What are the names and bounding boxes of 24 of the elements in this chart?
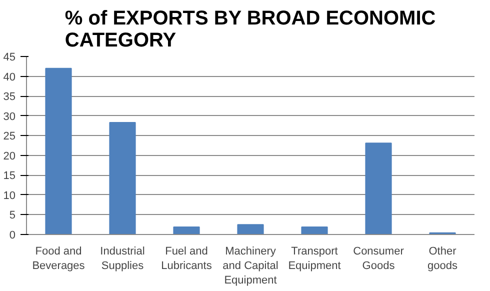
bar — [365, 142, 392, 234]
y-tick-label: 35 — [3, 91, 16, 104]
y-tick-label: 45 — [3, 52, 16, 64]
y-tick-label: 20 — [3, 150, 16, 162]
bar — [173, 226, 200, 234]
y-tick-label: 40 — [3, 71, 16, 84]
bar — [45, 68, 72, 234]
bar — [301, 226, 328, 234]
x-tick-label: Industrial Supplies — [100, 246, 145, 272]
bar — [237, 224, 264, 234]
y-tick-label: 25 — [3, 130, 16, 143]
x-tick-label: Transport Equipment — [288, 246, 341, 272]
x-tick-label: Other goods — [428, 246, 458, 272]
x-tick-label: Consumer Goods — [353, 246, 404, 272]
y-tick-label: 15 — [3, 170, 16, 182]
y-tick-label: 10 — [3, 190, 16, 202]
x-tick-label: Food and Beverages — [32, 246, 86, 272]
x-tick-label: Machinery and Capital Equipment — [222, 246, 278, 286]
chart-title: % of EXPORTS BY BROAD ECONOMIC CATEGORY — [64, 8, 436, 52]
y-tick-label: 5 — [9, 210, 16, 222]
bar — [109, 122, 136, 234]
y-tick-label: 30 — [3, 110, 16, 123]
x-tick-label: Fuel and Lubricants — [161, 246, 212, 272]
y-tick-label: 0 — [9, 230, 16, 242]
